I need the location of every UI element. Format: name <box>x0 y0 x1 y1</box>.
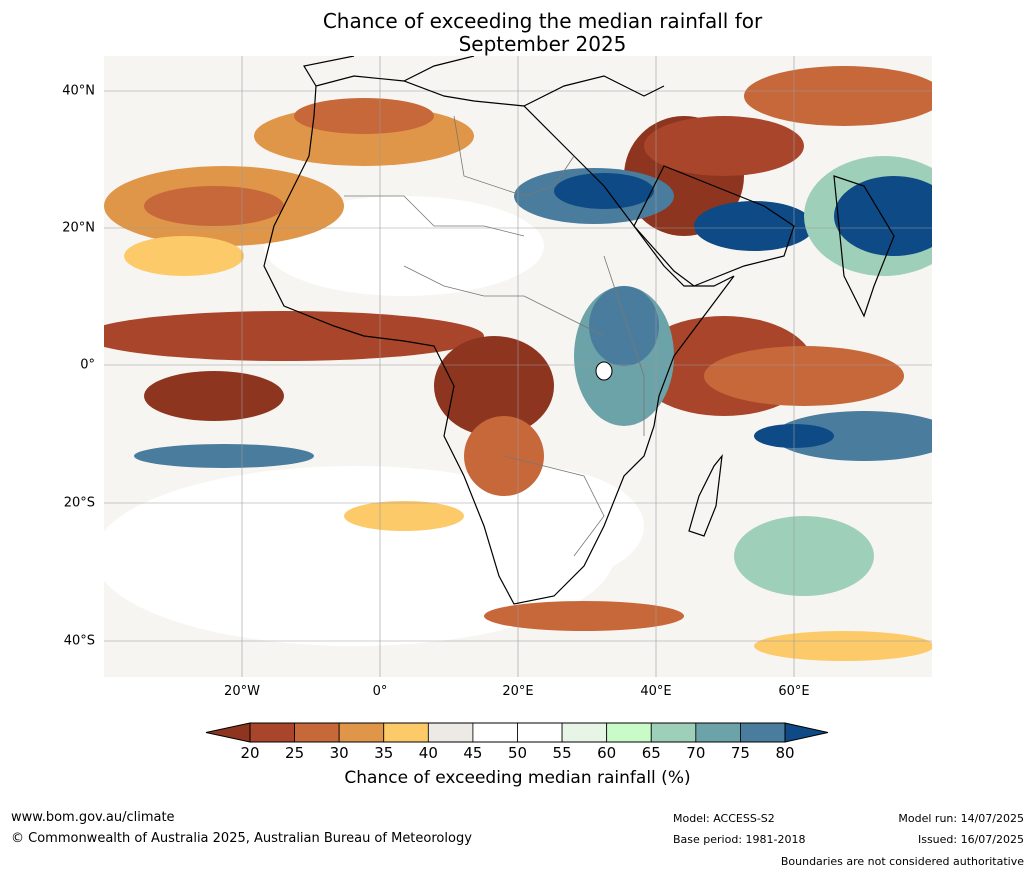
colorbar-outline <box>249 722 786 743</box>
footer-issued: Issued: 16/07/2025 <box>917 833 1024 846</box>
colorbar-segment <box>561 722 608 743</box>
patch-white-south-africa <box>404 466 644 586</box>
patch-brown-med <box>294 98 434 134</box>
chart-title: Chance of exceeding the median rainfall … <box>0 10 1035 56</box>
lat-label-40s: 40°S <box>63 633 95 649</box>
colorbar-tick-label: 80 <box>775 744 795 762</box>
europe-coastline <box>303 56 665 107</box>
colorbar-segments <box>249 722 786 743</box>
colorbar-segment <box>427 722 474 743</box>
africa-coastline <box>263 75 735 605</box>
colorbar-tick-label: 60 <box>597 744 617 762</box>
patch-brown-equatorial-atlantic <box>104 311 484 361</box>
colorbar-left-arrow <box>205 722 251 743</box>
lat-label-40n: 40°N <box>62 83 95 99</box>
border-south <box>503 455 605 557</box>
patch-green-madagascar-south <box>734 516 874 596</box>
lat-label-20s: 20°S <box>63 495 95 511</box>
lat-label-0: 0° <box>80 357 95 373</box>
colorbar-segment <box>294 722 340 743</box>
colorbar-segment <box>383 722 429 743</box>
patch-brown-indian-ocean <box>704 346 904 406</box>
colorbar-segment <box>249 722 295 743</box>
colorbar-tick-label: 50 <box>507 744 528 762</box>
patch-brown-central-asia <box>744 66 932 126</box>
patch-blue-indian-ocean <box>774 411 932 461</box>
border-east <box>603 255 645 436</box>
coastlines <box>263 56 895 605</box>
patch-blue-lakes <box>589 286 659 366</box>
colorbar-segment <box>650 722 697 743</box>
colorbar-tick-label: 25 <box>285 744 305 762</box>
lake-victoria <box>595 361 613 381</box>
footer-copyright: © Commonwealth of Australia 2025, Austra… <box>11 831 472 846</box>
colorbar-tick-label: 65 <box>641 744 661 762</box>
colorbar-tick-label: 20 <box>240 744 260 762</box>
border-sahara <box>344 195 525 237</box>
patch-yellow-south-ocean <box>754 631 932 661</box>
patch-darkbrown-congo <box>434 336 554 436</box>
rainfall-map <box>104 56 932 677</box>
patch-brown-atlantic <box>144 186 284 226</box>
footer-website[interactable]: www.bom.gov.au/climate <box>11 810 175 825</box>
gridlines <box>104 56 932 677</box>
colorbar-segment <box>338 722 385 743</box>
patch-yellow-atlantic <box>124 236 244 276</box>
patch-darkblue-india <box>834 176 932 256</box>
colorbar-right-arrow <box>784 722 829 743</box>
colorbar-segment <box>472 722 518 743</box>
colorbar-segment <box>695 722 741 743</box>
footer-disclaimer: Boundaries are not considered authoritat… <box>780 855 1024 868</box>
footer-model: Model: ACCESS-S2 <box>673 812 775 825</box>
title-line-1: Chance of exceeding the median rainfall … <box>322 9 763 33</box>
border-central <box>403 265 605 337</box>
patch-brown-south-ocean <box>484 601 684 631</box>
madagascar-coastline <box>688 453 723 537</box>
patch-yellow-south-atlantic <box>344 501 464 531</box>
india-coastline <box>833 175 895 318</box>
patch-darkbrown-gulf <box>144 371 284 421</box>
border-north <box>453 115 575 197</box>
colorbar-segment <box>740 722 786 743</box>
colorbar-tick-label: 70 <box>686 744 706 762</box>
footer-model-run: Model run: 14/07/2025 <box>898 812 1024 825</box>
title-line-2: September 2025 <box>458 32 627 56</box>
patch-darkblue-arabia <box>694 201 814 251</box>
footer-base-period: Base period: 1981-2018 <box>673 833 806 846</box>
colorbar-title: Chance of exceeding median rainfall (%) <box>344 768 691 788</box>
colorbar-tick-label: 45 <box>463 744 483 762</box>
lon-label-20w: 20°W <box>224 684 260 699</box>
patch-darkblue-egypt <box>554 173 654 209</box>
lon-label-60e: 60°E <box>778 684 810 699</box>
lon-label-0: 0° <box>372 684 388 699</box>
lat-label-20n: 20°N <box>62 220 95 236</box>
map-svg <box>104 56 932 677</box>
colorbar-segment <box>517 722 563 743</box>
colorbar-tick-label: 35 <box>374 744 394 762</box>
patch-blue-south-atlantic <box>134 444 314 468</box>
country-borders <box>344 115 645 557</box>
lon-label-40e: 40°E <box>640 684 672 699</box>
colorbar-tick-label: 40 <box>418 744 438 762</box>
colorbar-tick-label: 75 <box>730 744 750 762</box>
colorbar-tick-label: 30 <box>329 744 349 762</box>
colorbar-tick-label: 55 <box>552 744 572 762</box>
colorbar <box>205 722 829 743</box>
arabia-coastline <box>633 165 795 287</box>
colorbar-segment <box>606 722 652 743</box>
patch-brown-iran <box>644 116 804 176</box>
lon-label-20e: 20°E <box>502 684 534 699</box>
